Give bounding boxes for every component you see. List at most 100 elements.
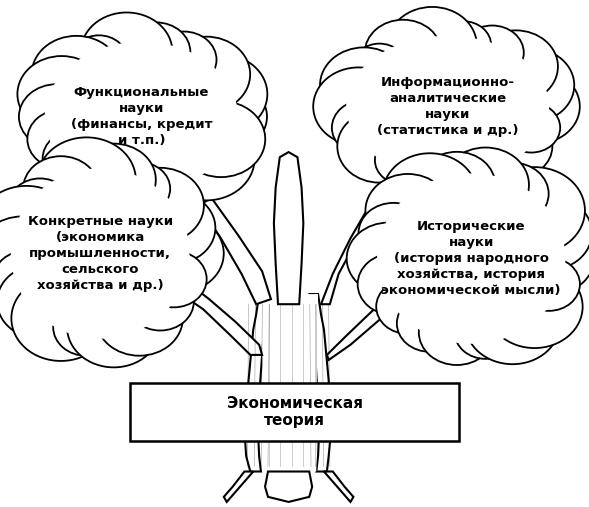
Circle shape: [53, 299, 120, 356]
Circle shape: [27, 110, 96, 169]
Polygon shape: [224, 472, 253, 502]
Circle shape: [134, 214, 224, 293]
Circle shape: [107, 196, 163, 244]
Circle shape: [388, 7, 477, 84]
Circle shape: [421, 131, 505, 204]
Polygon shape: [174, 162, 271, 304]
Text: Конкретные науки
(экономика
промышленности,
сельского
хозяйства и др.): Конкретные науки (экономика промышленнос…: [28, 215, 173, 292]
Circle shape: [25, 242, 80, 289]
Circle shape: [358, 254, 429, 315]
Circle shape: [376, 279, 439, 334]
Circle shape: [410, 124, 456, 164]
Circle shape: [11, 276, 111, 361]
Circle shape: [359, 203, 428, 263]
Circle shape: [518, 258, 580, 311]
Circle shape: [313, 67, 404, 146]
Ellipse shape: [11, 168, 190, 339]
Circle shape: [479, 115, 552, 178]
Circle shape: [484, 167, 585, 254]
Polygon shape: [321, 172, 403, 304]
Circle shape: [397, 137, 467, 198]
Circle shape: [67, 287, 160, 368]
Circle shape: [456, 107, 518, 161]
Text: Информационно-
аналитические
науки
(статистика и др.): Информационно- аналитические науки (стат…: [377, 76, 518, 137]
Circle shape: [71, 35, 127, 84]
Circle shape: [435, 21, 491, 69]
Circle shape: [96, 281, 183, 356]
Circle shape: [37, 137, 136, 222]
Circle shape: [386, 240, 456, 301]
Circle shape: [163, 80, 223, 132]
Circle shape: [514, 224, 589, 293]
Circle shape: [458, 131, 527, 190]
Circle shape: [487, 241, 555, 300]
Circle shape: [0, 186, 75, 270]
Circle shape: [82, 272, 143, 325]
Circle shape: [337, 110, 422, 183]
Circle shape: [186, 82, 267, 152]
Circle shape: [121, 243, 174, 288]
Circle shape: [102, 55, 153, 99]
Circle shape: [442, 148, 529, 222]
Ellipse shape: [45, 42, 238, 192]
Circle shape: [429, 279, 486, 328]
Circle shape: [57, 182, 118, 235]
Circle shape: [377, 107, 439, 161]
Ellipse shape: [346, 36, 549, 177]
FancyBboxPatch shape: [130, 383, 459, 441]
Circle shape: [347, 223, 431, 295]
Circle shape: [455, 188, 515, 239]
Circle shape: [365, 20, 441, 86]
Circle shape: [81, 13, 173, 91]
Circle shape: [474, 30, 558, 103]
Circle shape: [18, 56, 106, 132]
Circle shape: [118, 148, 194, 214]
Circle shape: [144, 139, 223, 207]
Circle shape: [127, 273, 194, 331]
Polygon shape: [327, 264, 441, 360]
Circle shape: [0, 250, 59, 308]
Circle shape: [431, 190, 485, 237]
Circle shape: [365, 174, 450, 247]
Circle shape: [472, 71, 531, 122]
Circle shape: [163, 37, 250, 112]
Circle shape: [28, 220, 78, 263]
Circle shape: [383, 153, 477, 234]
Circle shape: [42, 130, 110, 188]
Polygon shape: [265, 472, 312, 502]
Circle shape: [365, 91, 423, 141]
Circle shape: [465, 282, 560, 364]
Circle shape: [9, 178, 71, 232]
Circle shape: [0, 265, 83, 339]
Circle shape: [405, 266, 465, 317]
Circle shape: [145, 59, 212, 116]
Circle shape: [477, 163, 548, 225]
Circle shape: [455, 306, 517, 359]
Circle shape: [55, 271, 120, 326]
Circle shape: [117, 168, 204, 243]
Circle shape: [175, 54, 267, 134]
Circle shape: [122, 22, 190, 82]
Polygon shape: [141, 248, 262, 355]
Circle shape: [37, 196, 94, 245]
Ellipse shape: [377, 173, 565, 344]
Text: Функциональные
науки
(финансы, кредит
и т.п.): Функциональные науки (финансы, кредит и …: [71, 86, 212, 147]
Circle shape: [36, 262, 95, 312]
Polygon shape: [274, 152, 303, 304]
Circle shape: [65, 145, 133, 202]
Circle shape: [106, 262, 164, 311]
Circle shape: [158, 117, 254, 200]
Circle shape: [478, 96, 525, 137]
Polygon shape: [309, 294, 331, 472]
Circle shape: [129, 54, 181, 99]
Circle shape: [397, 295, 463, 352]
Circle shape: [399, 195, 470, 256]
Circle shape: [403, 44, 463, 94]
Circle shape: [502, 103, 560, 153]
Circle shape: [332, 100, 396, 155]
Circle shape: [456, 279, 513, 329]
Circle shape: [72, 143, 156, 216]
Circle shape: [90, 150, 164, 213]
Circle shape: [461, 25, 524, 80]
Circle shape: [65, 85, 115, 127]
